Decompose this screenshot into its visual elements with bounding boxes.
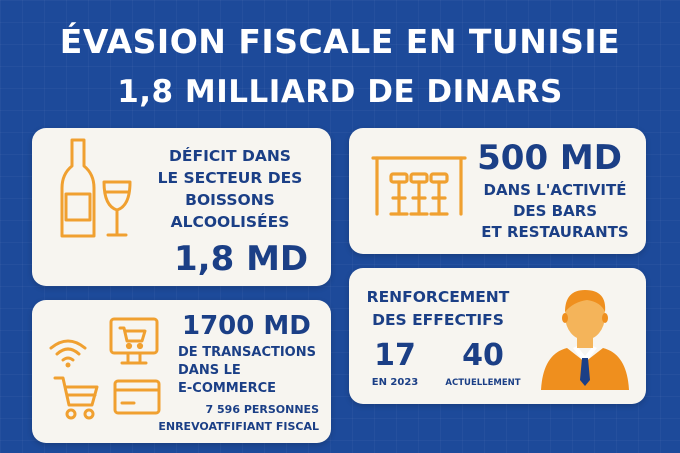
staff-heading-1: RENFORCEMENT	[366, 288, 510, 306]
card-ecommerce: 1700 MD DE TRANSACTIONS DANS LE E-COMMER…	[32, 300, 331, 443]
staff-2023-label: EN 2023	[371, 377, 419, 388]
alcohol-text-3: BOISSONS	[185, 191, 275, 209]
alcohol-text-1: DÉFICIT DANS	[169, 147, 291, 165]
shopping-cart-icon	[53, 376, 99, 420]
wine-bottle-glass-icon	[60, 138, 132, 238]
bars-text-3: ET RESTAURANTS	[481, 223, 629, 241]
card-alcohol: DÉFICIT DANS LE SECTEUR DES BOISSONS ALC…	[32, 128, 331, 286]
staff-heading-2: DES EFFECTIFS	[372, 311, 504, 329]
card-bars: 500 MD DANS L'ACTIVITÉ DES BARS ET RESTA…	[349, 128, 646, 254]
credit-card-icon	[113, 379, 161, 415]
businessman-icon	[541, 290, 629, 390]
bars-text-1: DANS L'ACTIVITÉ	[483, 181, 627, 199]
wifi-icon	[49, 339, 87, 368]
bars-value: 500 MD	[477, 138, 622, 178]
staff-now-value: 40	[462, 338, 504, 373]
bar-stools-icon	[371, 156, 467, 216]
ecommerce-text-1: DE TRANSACTIONS	[178, 345, 316, 360]
card-staff: RENFORCEMENT DES EFFECTIFS 17 EN 2023 40…	[349, 268, 646, 404]
staff-2023-value: 17	[374, 338, 416, 373]
alcohol-text-4: ALCOOLISÉES	[170, 213, 290, 231]
page-title: ÉVASION FISCALE EN TUNISIE	[59, 22, 621, 61]
ecommerce-value: 1700 MD	[182, 311, 311, 341]
monitor-cart-icon	[109, 317, 159, 365]
ecommerce-footer-2: ENREVOATFIFIANT FISCAL	[158, 420, 319, 433]
ecommerce-text-2: DANS LE	[178, 363, 241, 378]
alcohol-value: 1,8 MD	[174, 239, 309, 279]
bars-text-2: DES BARS	[512, 202, 598, 220]
page-subtitle: 1,8 MILLIARD DE DINARS	[117, 74, 563, 110]
ecommerce-footer-1: 7 596 PERSONNES	[205, 403, 319, 416]
alcohol-text-2: LE SECTEUR DES	[157, 169, 303, 187]
staff-now-label: ACTUELLEMENT	[445, 378, 521, 388]
ecommerce-text-3: E-COMMERCE	[178, 381, 277, 396]
